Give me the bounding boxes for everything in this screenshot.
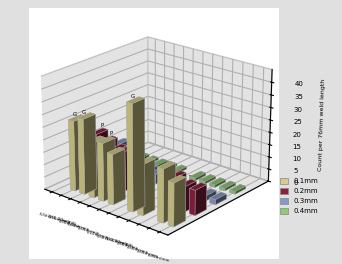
Legend: 0.1mm, 0.2mm, 0.3mm, 0.4mm: 0.1mm, 0.2mm, 0.3mm, 0.4mm <box>277 175 321 217</box>
